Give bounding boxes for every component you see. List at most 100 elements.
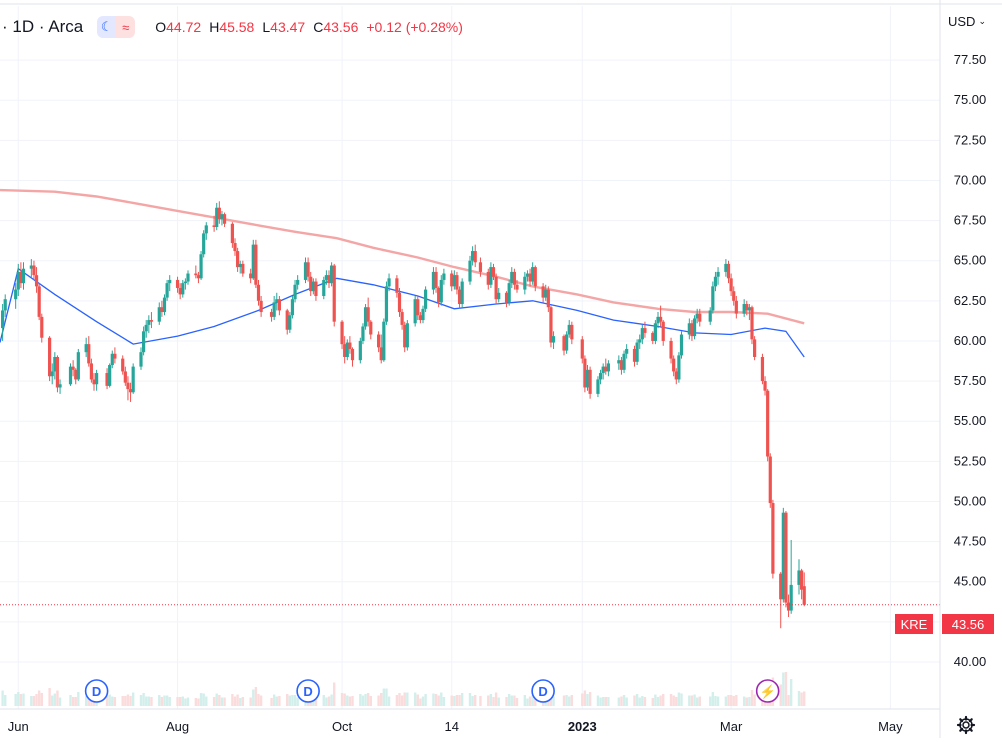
candle[interactable] <box>121 355 125 375</box>
candle[interactable] <box>50 363 54 385</box>
candle[interactable] <box>233 238 237 256</box>
candle[interactable] <box>196 271 201 284</box>
candle[interactable] <box>679 331 684 359</box>
candle[interactable] <box>437 286 441 308</box>
candle[interactable] <box>580 336 584 364</box>
candle[interactable] <box>523 271 527 295</box>
candle[interactable] <box>105 368 109 390</box>
candle[interactable] <box>653 320 657 345</box>
candle[interactable] <box>781 507 785 603</box>
candle[interactable] <box>309 271 313 296</box>
candle[interactable] <box>3 294 7 317</box>
candle[interactable] <box>583 355 587 393</box>
candle[interactable] <box>515 279 519 293</box>
candle[interactable] <box>204 222 208 240</box>
candle[interactable] <box>405 320 409 351</box>
dividend-marker[interactable]: D <box>296 679 320 703</box>
candle[interactable] <box>625 344 629 359</box>
candle[interactable] <box>651 331 655 345</box>
candle[interactable] <box>19 262 23 288</box>
candle[interactable] <box>350 347 355 367</box>
candle[interactable] <box>160 300 164 317</box>
candle[interactable] <box>779 572 783 629</box>
moon-icon[interactable]: ☾ <box>97 16 117 38</box>
candle[interactable] <box>34 267 39 293</box>
lightning-event-marker[interactable]: ⚡ <box>755 679 780 703</box>
candle[interactable] <box>71 360 75 377</box>
candle[interactable] <box>285 308 289 335</box>
candle[interactable] <box>14 283 18 309</box>
candle[interactable] <box>531 262 535 285</box>
candle[interactable] <box>290 295 295 319</box>
candle[interactable] <box>692 315 697 340</box>
candle[interactable] <box>212 215 216 232</box>
candle[interactable] <box>525 270 530 282</box>
candle[interactable] <box>397 287 402 317</box>
candle[interactable] <box>40 313 44 343</box>
candle[interactable] <box>541 283 545 303</box>
candle[interactable] <box>379 334 383 364</box>
candle[interactable] <box>340 320 344 349</box>
candle[interactable] <box>55 355 60 393</box>
candle[interactable] <box>533 265 537 292</box>
candle[interactable] <box>330 262 334 287</box>
candle[interactable] <box>382 318 386 362</box>
wave-icon[interactable]: ≈ <box>116 16 136 38</box>
candle[interactable] <box>619 356 624 375</box>
candle[interactable] <box>468 255 472 285</box>
candle[interactable] <box>348 336 352 354</box>
candle[interactable] <box>74 368 78 385</box>
candle[interactable] <box>695 308 699 324</box>
candle[interactable] <box>431 267 436 295</box>
candle[interactable] <box>457 286 462 309</box>
candle[interactable] <box>366 297 370 327</box>
candle[interactable] <box>29 259 33 279</box>
candle[interactable] <box>123 366 127 386</box>
candle[interactable] <box>674 368 678 385</box>
candle[interactable] <box>332 263 336 327</box>
candle[interactable] <box>249 268 253 284</box>
candle[interactable] <box>504 291 509 308</box>
candle[interactable] <box>797 559 801 595</box>
candle[interactable] <box>377 331 381 353</box>
candle[interactable] <box>128 382 133 402</box>
candle[interactable] <box>672 355 676 377</box>
candle[interactable] <box>254 239 258 288</box>
candle[interactable] <box>322 276 326 300</box>
candle[interactable] <box>363 304 368 330</box>
candle[interactable] <box>698 308 702 327</box>
candle[interactable] <box>387 273 391 292</box>
candle[interactable] <box>562 334 566 356</box>
candle[interactable] <box>632 345 637 367</box>
candle[interactable] <box>659 305 663 327</box>
candle[interactable] <box>766 389 770 462</box>
candle[interactable] <box>259 295 263 317</box>
candle[interactable] <box>747 304 751 321</box>
candle[interactable] <box>395 275 399 298</box>
candle[interactable] <box>345 339 349 361</box>
candle[interactable] <box>424 286 428 313</box>
candle[interactable] <box>546 286 550 313</box>
candle[interactable] <box>789 539 793 614</box>
candle[interactable] <box>251 239 255 280</box>
candle[interactable] <box>549 305 553 348</box>
candle[interactable] <box>16 263 20 296</box>
candle[interactable] <box>567 320 571 338</box>
candle[interactable] <box>84 337 88 357</box>
candle[interactable] <box>732 286 736 306</box>
candle[interactable] <box>486 268 490 290</box>
candle[interactable] <box>238 260 242 274</box>
price-scale[interactable]: 40.0042.5045.0047.5050.0052.5055.0057.50… <box>954 52 987 669</box>
candle[interactable] <box>585 365 590 391</box>
candle[interactable] <box>661 320 665 346</box>
candle[interactable] <box>76 348 80 382</box>
candle[interactable] <box>742 299 746 317</box>
mode-toggle-group[interactable]: ☾ ≈ <box>97 16 136 38</box>
candle[interactable] <box>598 369 603 385</box>
candle[interactable] <box>455 271 459 295</box>
candle[interactable] <box>494 273 498 305</box>
candle[interactable] <box>724 259 728 277</box>
candle[interactable] <box>507 279 511 306</box>
candle[interactable] <box>734 295 738 319</box>
